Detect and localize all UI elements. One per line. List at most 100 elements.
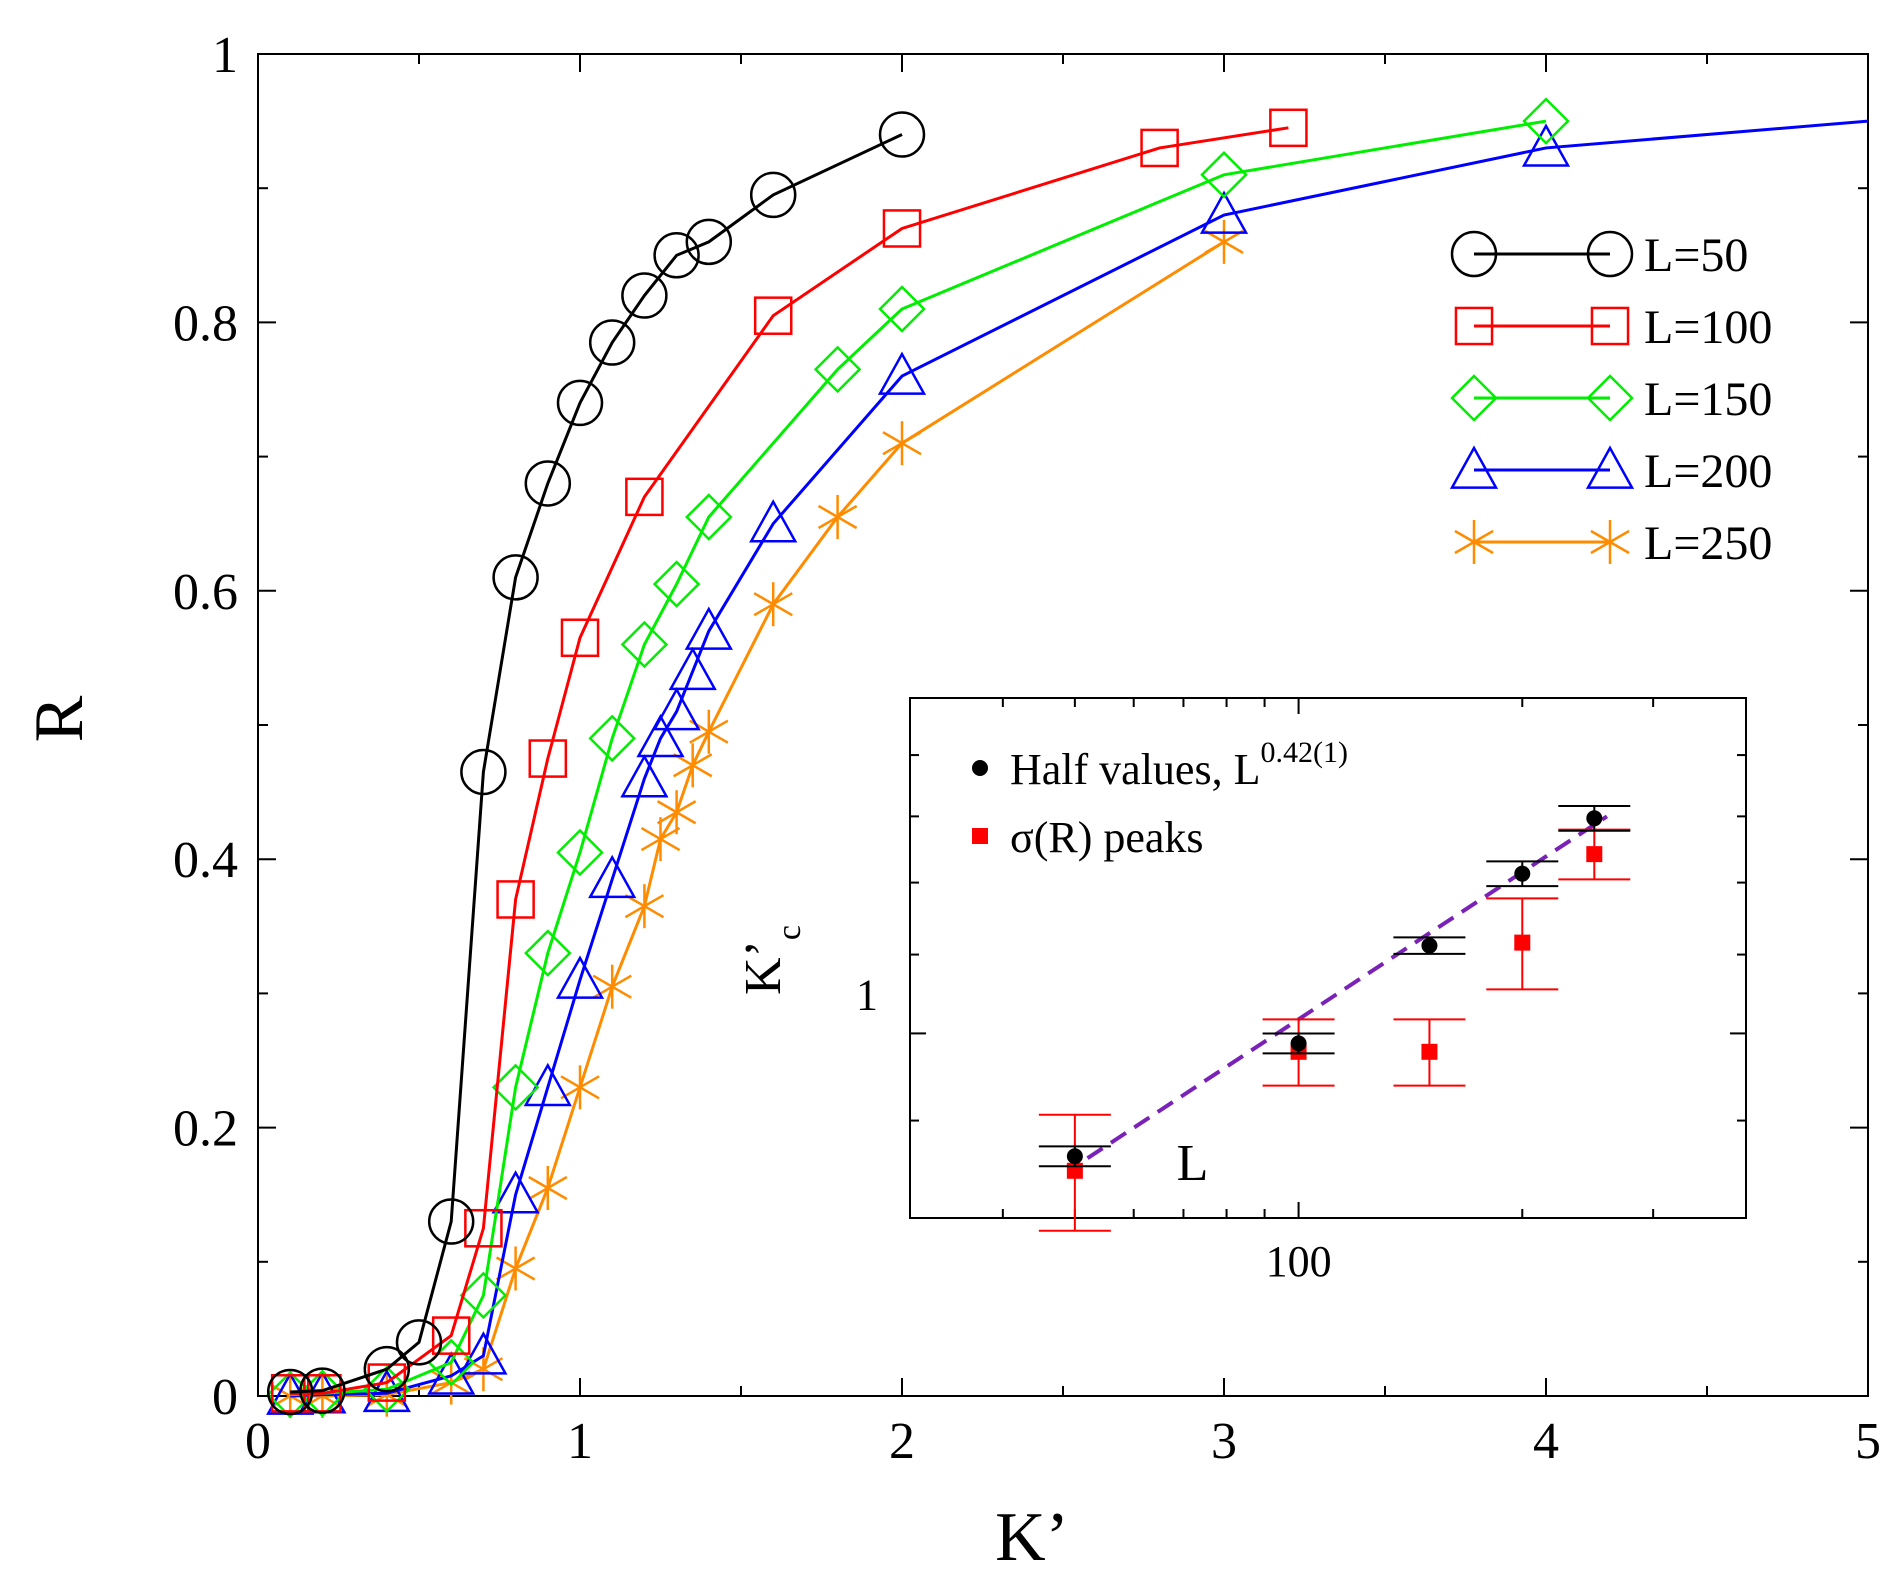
data-point <box>556 828 604 877</box>
legend-marker <box>1586 230 1634 278</box>
inset-data-point <box>1421 937 1438 954</box>
data-point <box>673 743 713 788</box>
legend-label: L=250 <box>1644 517 1772 570</box>
data-point <box>459 1271 508 1320</box>
data-point <box>556 379 604 427</box>
data-point <box>491 1170 540 1214</box>
asterisk-stroke <box>640 826 681 852</box>
x-tick-label: 2 <box>889 1413 915 1470</box>
inset-y-tick-label: 1 <box>856 970 878 1019</box>
legend-marker <box>1454 306 1494 346</box>
inset-data-point <box>1421 1043 1438 1060</box>
data-point <box>524 929 572 977</box>
data-point <box>656 790 697 835</box>
y-tick-label: 0.6 <box>173 564 238 621</box>
data-point <box>1522 97 1570 145</box>
legend-marker <box>1449 445 1499 489</box>
series-l250 <box>270 219 1244 1418</box>
inset-legend-marker <box>972 760 988 776</box>
data-point <box>621 272 668 319</box>
data-point <box>588 319 636 366</box>
data-point <box>395 1319 443 1366</box>
data-point <box>1204 219 1244 264</box>
data-point <box>624 884 665 929</box>
data-point <box>640 817 681 862</box>
series-line <box>290 119 1547 1397</box>
inset-frame <box>909 697 1747 1219</box>
data-point <box>528 1165 568 1210</box>
inset-data-point <box>1066 1148 1083 1165</box>
series-line <box>290 126 1289 1395</box>
data-point <box>492 554 539 601</box>
y-tick-label: 0.2 <box>173 1101 238 1158</box>
data-point <box>1269 108 1308 148</box>
data-point <box>878 111 926 158</box>
asterisk-stroke <box>753 592 793 617</box>
inset-x-tick-label: 100 <box>1266 1237 1332 1286</box>
asterisk-stroke <box>882 431 922 456</box>
data-point <box>299 1367 346 1414</box>
data-point <box>560 618 600 658</box>
data-point <box>1521 123 1571 167</box>
data-point <box>459 1331 508 1375</box>
series-l50 <box>266 111 926 1416</box>
data-point <box>689 709 729 754</box>
data-point <box>560 1065 600 1110</box>
legend: L=50 L=100 L=150 L=200 L=250 <box>1449 229 1772 570</box>
x-axis-title: K’ <box>995 1499 1069 1576</box>
series-line <box>290 119 1869 1398</box>
data-point <box>685 218 733 266</box>
asterisk-stroke <box>1454 529 1494 555</box>
data-point <box>1199 190 1249 234</box>
data-point <box>753 296 793 335</box>
asterisk-stroke <box>528 1175 568 1201</box>
data-point <box>685 493 733 541</box>
asterisk-stroke <box>560 1075 600 1100</box>
main-series <box>266 97 1869 1419</box>
data-point <box>877 351 927 395</box>
inset-legend: Half values, L0.42(1) σ(R) peaks <box>972 736 1348 862</box>
asterisk-stroke <box>463 1357 504 1382</box>
data-point <box>878 285 926 333</box>
x-tick-label: 1 <box>567 1413 593 1470</box>
series-l150 <box>266 97 1570 1419</box>
data-point <box>496 880 535 919</box>
data-point <box>427 1198 475 1245</box>
data-point <box>555 955 605 999</box>
inset-plot: 100 1 L K’c Half values, L0.42(1) σ(R) peaks <box>735 697 1747 1286</box>
inset-series-half-values <box>1038 804 1631 1168</box>
inset-data-point <box>1586 846 1603 863</box>
data-point <box>753 582 793 627</box>
y-tick-label: 0.4 <box>173 832 238 889</box>
asterisk-stroke <box>673 753 713 778</box>
data-point <box>813 345 862 394</box>
data-point <box>460 748 507 796</box>
data-point <box>749 499 798 543</box>
data-point <box>524 460 572 507</box>
asterisk-stroke <box>1204 229 1244 254</box>
data-point <box>363 1345 411 1393</box>
y-tick-label: 1 <box>212 27 238 84</box>
series-line <box>290 133 903 1394</box>
x-tick-label: 4 <box>1533 1413 1559 1470</box>
data-point <box>668 646 717 691</box>
data-point <box>749 171 797 219</box>
x-tick-label: 3 <box>1211 1413 1237 1470</box>
legend-label: L=150 <box>1644 373 1772 426</box>
y-tick-label: 0 <box>212 1369 238 1426</box>
inset-legend-marker <box>972 828 988 844</box>
main-ticks: 0 1 2 3 4 5 0 0.2 0.4 0.6 0.8 1 <box>173 27 1881 1470</box>
data-point <box>266 1368 314 1416</box>
data-point <box>1140 128 1179 168</box>
legend-marker <box>1590 306 1630 346</box>
asterisk-stroke <box>656 800 697 825</box>
data-point <box>817 494 858 539</box>
data-point <box>625 477 664 517</box>
legend-marker <box>1454 520 1494 564</box>
legend-label: L=200 <box>1644 445 1772 498</box>
legend-marker <box>1590 520 1630 564</box>
data-point <box>882 209 922 248</box>
data-point <box>1200 151 1248 199</box>
data-point <box>464 1208 503 1248</box>
